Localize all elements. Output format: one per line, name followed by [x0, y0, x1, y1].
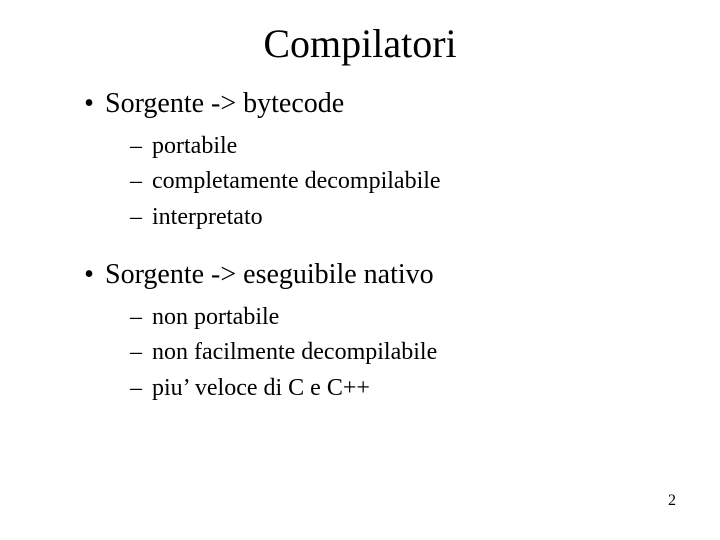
sub-item-2-3: – piu’ veloce di C e C++: [130, 373, 670, 405]
bullet-icon: •: [80, 256, 98, 294]
sub-label: interpretato: [152, 204, 263, 230]
dash-icon: –: [130, 202, 146, 234]
dash-icon: –: [130, 131, 146, 163]
page-number: 2: [668, 492, 676, 510]
dash-icon: –: [130, 166, 146, 198]
sub-label: piu’ veloce di C e C++: [152, 375, 370, 401]
bullet-item-1: • Sorgente -> bytecode: [80, 85, 670, 123]
sub-item-1-2: – completamente decompilabile: [130, 166, 670, 198]
dash-icon: –: [130, 337, 146, 369]
sub-label: non portabile: [152, 304, 279, 330]
dash-icon: –: [130, 373, 146, 405]
bullet-label: Sorgente -> eseguibile nativo: [105, 259, 434, 290]
bullet-icon: •: [80, 85, 98, 123]
sub-label: portabile: [152, 133, 237, 159]
sub-label: non facilmente decompilabile: [152, 339, 437, 365]
sub-label: completamente decompilabile: [152, 168, 441, 194]
sub-item-1-1: – portabile: [130, 131, 670, 163]
dash-icon: –: [130, 302, 146, 334]
bullet-item-2: • Sorgente -> eseguibile nativo: [80, 256, 670, 294]
spacer: [50, 238, 670, 248]
slide-title: Compilatori: [50, 20, 670, 67]
sub-item-2-2: – non facilmente decompilabile: [130, 337, 670, 369]
sub-item-1-3: – interpretato: [130, 202, 670, 234]
slide: Compilatori • Sorgente -> bytecode – por…: [0, 0, 720, 540]
sub-item-2-1: – non portabile: [130, 302, 670, 334]
bullet-label: Sorgente -> bytecode: [105, 88, 344, 119]
